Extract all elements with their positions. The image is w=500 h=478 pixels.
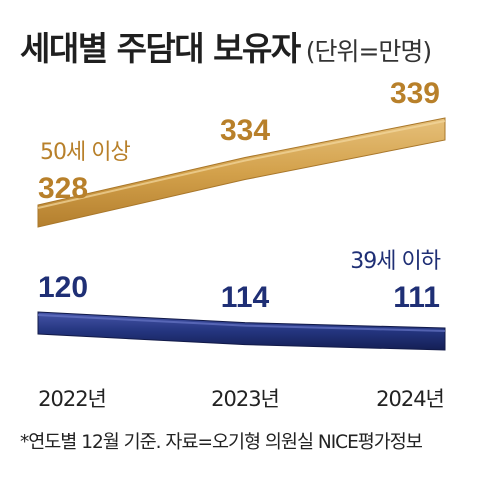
- footnote: *연도별 12월 기준. 자료=오기형 의원실 NICE평가정보: [20, 432, 423, 453]
- series-highlight-1: [37, 314, 446, 332]
- x-tick-label-2023년: 2023년: [211, 387, 279, 411]
- data-label-39minus-2023년: 114: [221, 281, 270, 314]
- unit-label: (단위=만명): [305, 37, 432, 66]
- series-layer: [37, 117, 446, 351]
- title-row: 세대별 주담대 보유자 (단위=만명): [20, 22, 432, 70]
- x-tick-label-2022년: 2022년: [38, 387, 106, 411]
- series-label-39minus: 39세 이하: [350, 249, 440, 274]
- series-ribbon-1: [37, 311, 446, 351]
- series-highlight-0: [37, 120, 446, 209]
- data-label-50plus-2023년: 334: [220, 114, 270, 147]
- label-layer: 328 334 339 120 114 111 50세 이상 39세 이하 2022년 2023년…: [38, 77, 445, 411]
- series-label-50plus: 50세 이상: [40, 140, 130, 165]
- series-ribbon-0: [37, 117, 446, 228]
- chart-title: 세대별 주담대 보유자: [20, 29, 301, 68]
- data-label-50plus-2022년: 328: [38, 172, 88, 205]
- data-label-39minus-2024년: 111: [393, 281, 440, 314]
- data-label-50plus-2024년: 339: [390, 77, 440, 110]
- data-label-39minus-2022년: 120: [38, 271, 88, 304]
- x-tick-label-2024년: 2024년: [376, 387, 444, 411]
